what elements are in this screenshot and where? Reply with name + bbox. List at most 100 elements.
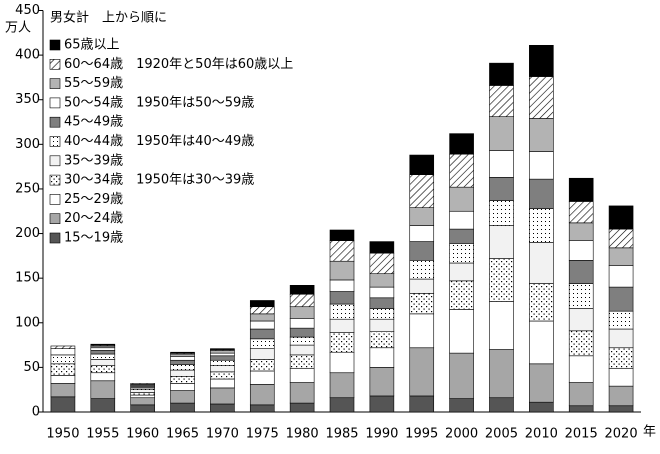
bar-segment [90,359,116,366]
bar-segment [409,395,435,413]
x-tick-label: 1995 [405,427,438,442]
bar-segment [409,241,435,261]
bar-segment [130,392,155,396]
bar-segment [170,353,195,357]
bar-segment [50,354,76,365]
bar-segment [568,222,594,241]
bar-segment [489,225,514,259]
bar-segment [90,380,116,399]
legend-label: 60～64歳 1920年と50年は60歳以上 [64,57,293,72]
legend-label: 15～19歳 [64,231,123,246]
bar-segment [529,178,554,209]
bar-segment [409,207,435,226]
bar-segment [449,262,474,282]
bar-segment [608,286,634,312]
bar-segment [409,260,435,280]
bar-segment [489,200,514,226]
bar-segment [529,208,554,243]
bar-segment [568,330,594,357]
bar-segment [608,310,634,330]
bar-segment [289,382,315,404]
bar-segment [170,364,195,371]
bar-segment [489,349,514,399]
bar-segment [210,348,235,350]
legend-swatch [49,116,61,128]
legend-label: 20～24歳 [64,211,123,226]
bar-segment [130,404,155,413]
x-tick-label: 2000 [445,427,478,442]
bar-segment [568,382,594,407]
bar-segment [249,300,275,308]
bar-segment [449,186,474,212]
bar-segment [329,260,355,281]
bar-segment [249,370,275,385]
bar-segment [449,280,474,310]
bar-segment [369,331,395,349]
legend-swatch [49,136,61,147]
bar-segment [409,278,435,294]
bar-segment [529,76,554,119]
legend-swatch [49,232,61,244]
bar-segment [130,389,155,393]
y-tick-label: 350 [15,92,40,107]
bar-segment [249,348,275,360]
bar-segment [210,350,235,354]
bar-segment [369,318,395,333]
y-tick-label: 0 [32,405,40,420]
legend-swatch [49,174,61,186]
bar-segment [369,241,395,254]
bar-segment [489,116,514,151]
legend-swatch [49,58,61,70]
bar-segment [409,174,435,208]
bar-segment [449,243,474,264]
bar-segment [50,383,76,398]
bar-segment [449,210,474,230]
x-tick-label: 1965 [166,427,199,442]
x-tick-label: 1970 [206,427,239,442]
bar-segment [369,395,395,413]
bar-segment [90,398,116,413]
legend-swatch [49,39,61,51]
bar-segment [409,347,435,397]
bar-segment [409,293,435,315]
x-tick-label: 1990 [365,427,398,442]
bar-segment [369,297,395,309]
x-tick-label: 2010 [525,427,558,442]
bar-segment [568,405,594,413]
bar-segment [210,352,235,357]
bar-segment [289,285,315,295]
bar-segment [608,328,634,349]
bar-segment [50,348,76,356]
bar-segment [130,383,155,385]
bar-segment [249,384,275,406]
bar-segment [529,401,554,413]
x-tick-label: 2020 [605,427,638,442]
bar-segment [249,338,275,349]
bar-segment [170,369,195,377]
bar-segment [489,258,514,302]
bar-segment [329,397,355,413]
bar-segment [329,332,355,353]
x-tick-label: 1950 [46,427,79,442]
bar-segment [369,308,395,320]
bar-segment [329,229,355,241]
bar-segment [608,405,634,413]
bar-segment [289,318,315,329]
bar-segment [568,177,594,202]
bar-segment [289,293,315,308]
bar-segment [90,350,116,355]
legend-label: 35～39歳 [64,153,123,168]
bar-segment [50,345,76,349]
bar-segment [289,344,315,356]
bar-segment [449,153,474,188]
bar-segment [608,205,634,230]
x-unit: 年 [643,425,656,440]
bar-segment [489,177,514,201]
bar-segment [529,242,554,284]
bar-segment [50,363,76,376]
bar-segment [529,118,554,152]
bar-segment [608,247,634,266]
x-tick-label: 1985 [325,427,358,442]
bar-segment [289,354,315,369]
legend-swatch [49,194,61,205]
